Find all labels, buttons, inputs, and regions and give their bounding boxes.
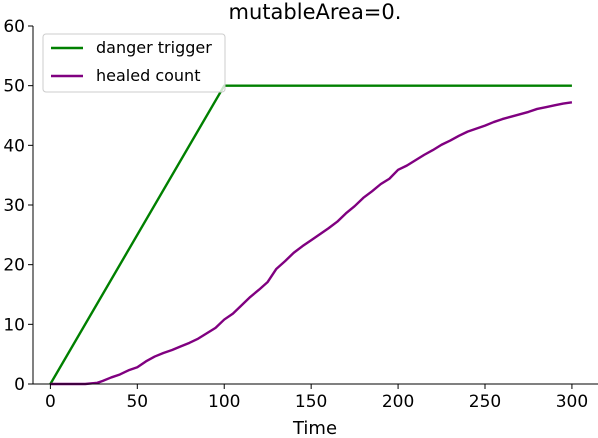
y-tick-label: 20 — [3, 256, 25, 276]
legend-label-2: healed count — [96, 66, 200, 85]
x-tick-label: 250 — [469, 392, 501, 412]
x-axis-label: Time — [292, 418, 337, 438]
y-tick-label: 40 — [3, 136, 25, 156]
x-tick-label: 50 — [126, 392, 148, 412]
y-tick-label: 60 — [3, 17, 25, 37]
series-line-2 — [50, 101, 573, 386]
legend-label-1: danger trigger — [96, 38, 212, 57]
legend-box — [42, 33, 226, 93]
y-tick-label: 10 — [3, 315, 25, 335]
x-tick-label: 150 — [295, 392, 327, 412]
chart-title: mutableArea=0. — [229, 0, 402, 24]
y-tick-label: 50 — [3, 77, 25, 97]
x-tick-label: 300 — [556, 392, 588, 412]
x-tick-label: 0 — [45, 392, 56, 412]
x-tick-label: 200 — [382, 392, 414, 412]
y-tick-label: 0 — [14, 375, 25, 395]
y-tick-label: 30 — [3, 196, 25, 216]
x-tick-label: 100 — [208, 392, 240, 412]
series-line-1 — [49, 84, 572, 385]
